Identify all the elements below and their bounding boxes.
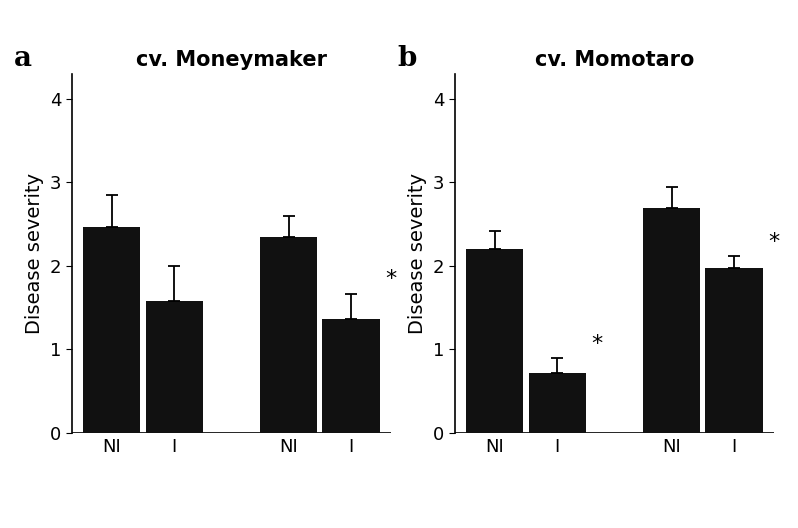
Bar (322, 318, 380, 433)
Bar (466, 249, 523, 433)
Y-axis label: Disease severity: Disease severity (26, 173, 45, 334)
Text: *: * (591, 334, 602, 354)
Bar (146, 301, 203, 433)
Bar (260, 237, 317, 433)
Bar (705, 268, 763, 433)
Bar (529, 373, 586, 433)
Bar (83, 227, 140, 433)
Title: cv. Moneymaker: cv. Moneymaker (136, 50, 327, 70)
Text: *: * (385, 269, 397, 289)
Text: b: b (397, 45, 417, 72)
Y-axis label: Disease severity: Disease severity (409, 173, 428, 334)
Text: a: a (14, 45, 33, 72)
Bar (643, 208, 700, 433)
Text: *: * (768, 232, 780, 252)
Title: cv. Momotaro: cv. Momotaro (535, 50, 694, 70)
